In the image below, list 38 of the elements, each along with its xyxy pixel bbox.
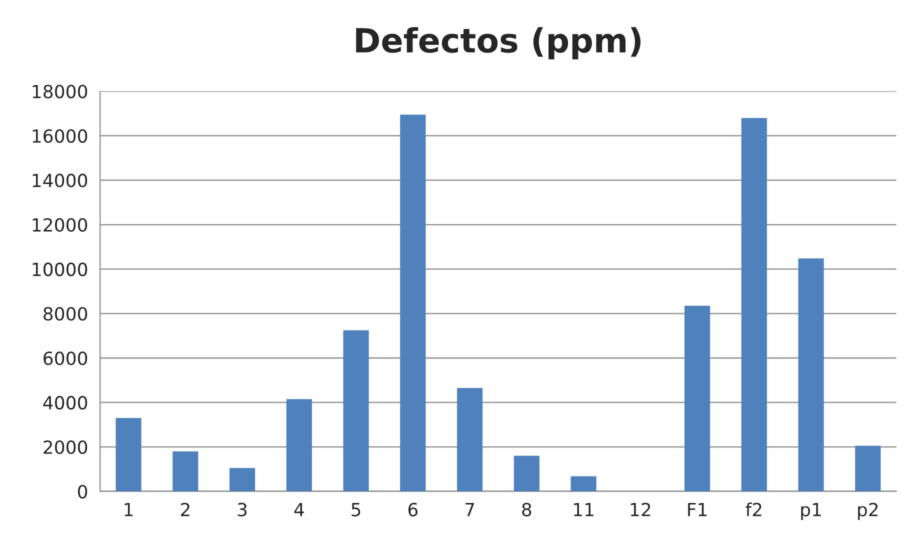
bar [798,258,824,492]
x-tick-label: 3 [238,502,247,516]
x-tick-label: 1 [124,503,133,516]
bar [514,456,540,492]
bar [229,468,256,492]
bar [456,388,483,492]
bar [286,399,312,492]
x-tick-label: f2 [746,502,762,516]
x-tick-label: 6 [408,502,418,516]
y-tick-label: 18000 [32,84,88,98]
y-tick-label: 14000 [32,174,88,188]
y-tick-label: 2000 [44,440,88,454]
x-tick-label: 11 [574,503,594,516]
y-tick-label: 8000 [44,307,88,321]
y-tick-label: 0 [78,484,88,498]
x-tick-label: 8 [522,502,532,516]
bar [570,476,596,492]
y-tick-label: 12000 [32,218,88,232]
bar [684,306,710,492]
bar [741,118,767,492]
y-tick-label: 4000 [43,396,88,410]
x-tick-label: F1 [688,503,707,516]
x-tick-label: 5 [352,503,360,516]
x-tick-label: 7 [466,503,474,516]
bar [400,114,426,492]
bar [116,418,142,492]
x-tick-label: p1 [801,503,821,520]
bar [343,330,369,492]
bar [855,446,881,492]
x-tick-label: 4 [294,503,304,516]
x-tick-label: 2 [180,502,190,516]
y-tick-label: 16000 [32,129,88,143]
x-tick-label: p2 [858,502,878,520]
x-tick-label: 12 [630,502,650,516]
y-tick-label: 6000 [44,351,88,366]
bar [172,451,198,492]
chart-title: Defectos (ppm) [356,27,641,60]
y-tick-label: 10000 [32,262,88,276]
